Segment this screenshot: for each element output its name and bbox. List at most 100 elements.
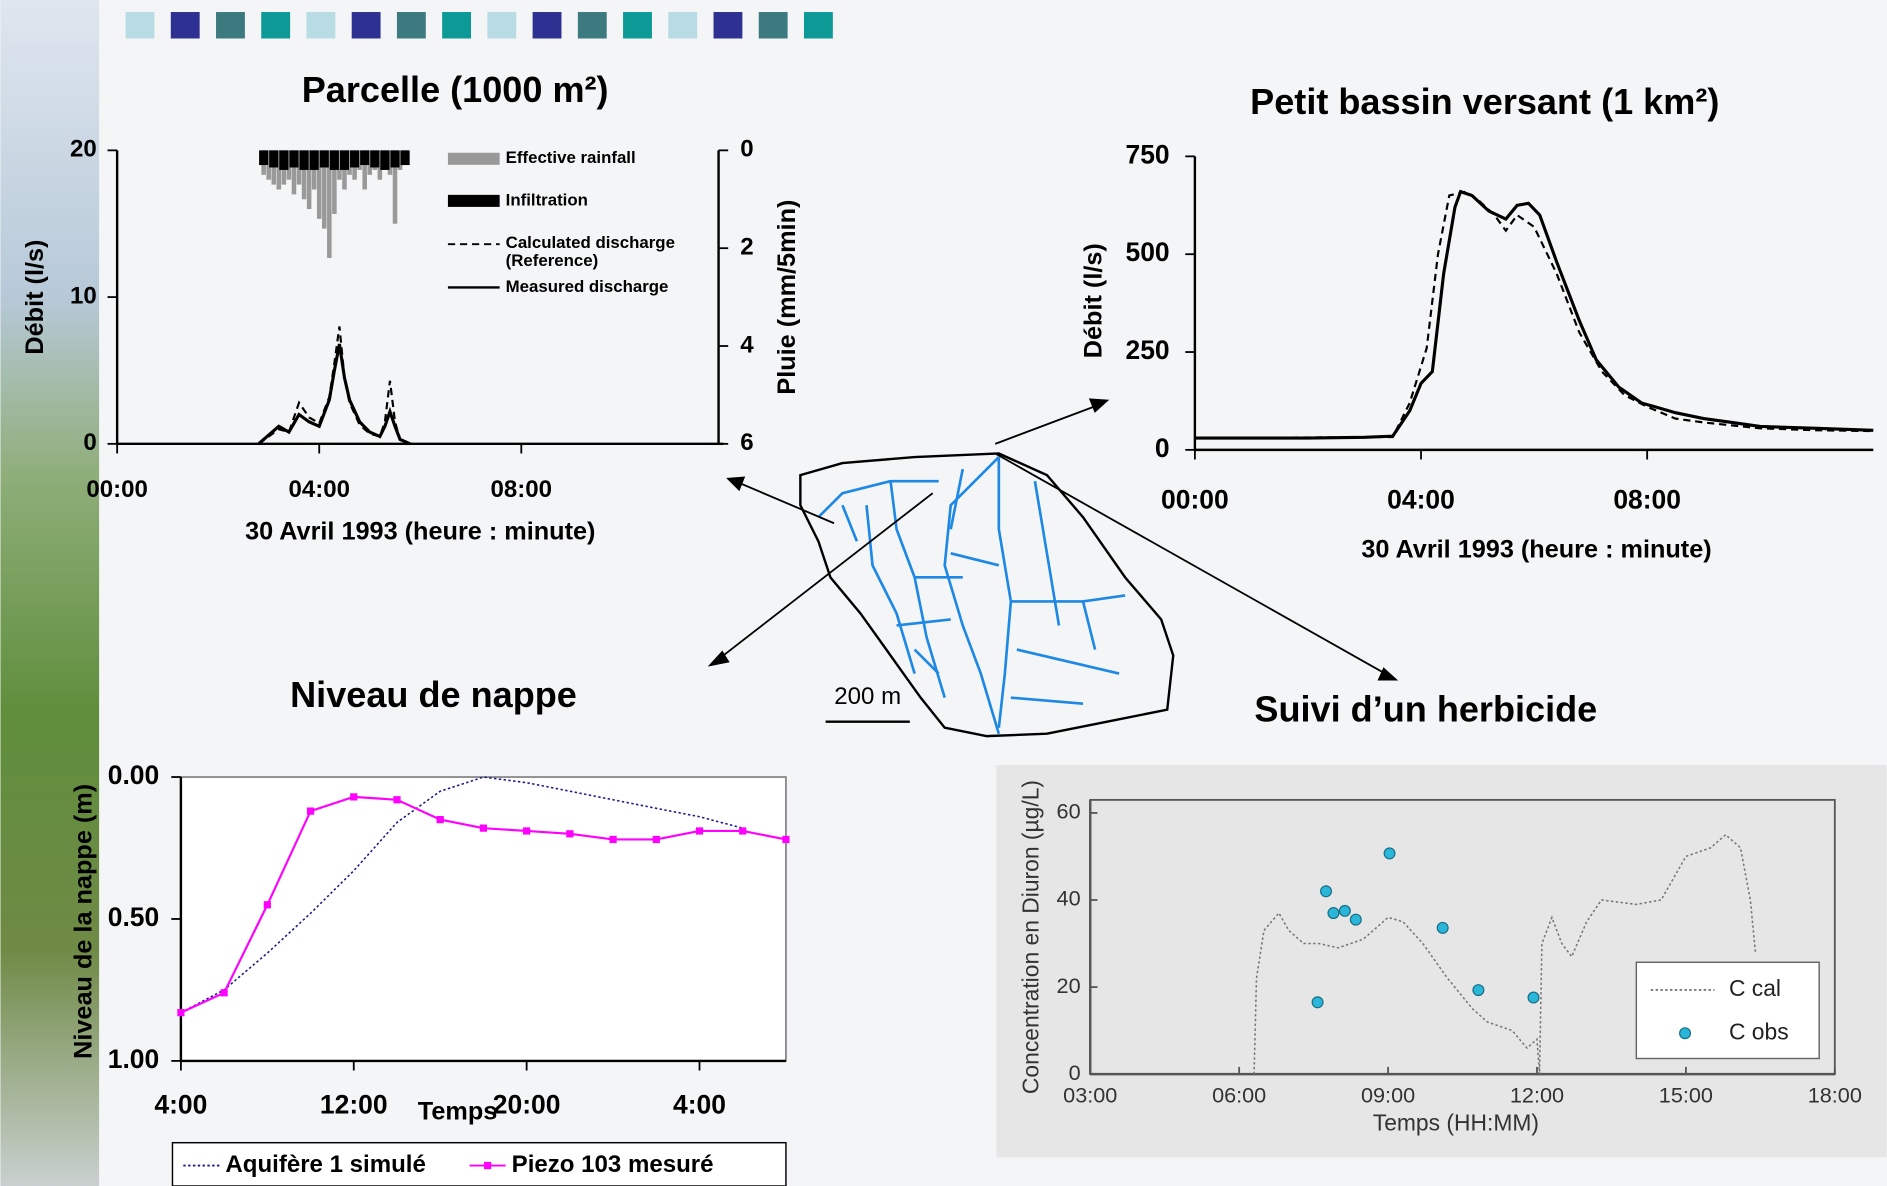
marker <box>523 827 530 834</box>
legend-label: Measured discharge <box>506 277 669 296</box>
x-tick-label: 12:00 <box>1510 1083 1564 1108</box>
chart-title: Petit bassin versant (1 km²) <box>1250 81 1719 122</box>
y2-axis-label: Pluie (mm/5min) <box>773 200 801 395</box>
x-axis-label: 30 Avril 1993 (heure : minute) <box>1361 536 1711 564</box>
y-tick-label: 10 <box>70 282 97 309</box>
panel <box>996 765 1886 1157</box>
plot-frame <box>181 777 786 1061</box>
y-axis-label: Concentration en Diuron (µg/L) <box>1018 780 1044 1094</box>
marker <box>566 830 573 837</box>
marker <box>437 816 444 823</box>
point <box>1473 985 1484 996</box>
y-axis-label: Débit (l/s) <box>21 240 49 355</box>
bar <box>310 150 319 170</box>
legend-label: C cal <box>1729 975 1781 1001</box>
y-tick-label: 1.00 <box>108 1044 160 1074</box>
point <box>1528 992 1539 1003</box>
bar <box>380 150 389 170</box>
legend-swatch <box>1680 1028 1691 1039</box>
bar <box>330 150 339 170</box>
x-tick-label: 04:00 <box>1387 485 1455 515</box>
slide: 200 m Parcelle (1000 m²)30 Avril 1993 (h… <box>0 0 1887 1186</box>
x-tick-label: 04:00 <box>288 476 350 503</box>
point <box>1350 914 1361 925</box>
square <box>397 12 426 38</box>
square <box>352 12 381 38</box>
square <box>126 12 155 38</box>
y-axis-label: Débit (l/s) <box>1080 243 1108 358</box>
x-axis-label: 30 Avril 1993 (heure : minute) <box>245 518 595 546</box>
square <box>306 12 335 38</box>
marker <box>307 807 314 814</box>
x-tick-label: 03:00 <box>1063 1083 1117 1108</box>
square <box>171 12 200 38</box>
y-tick-label: 750 <box>1125 139 1169 169</box>
x-tick-label: 15:00 <box>1659 1083 1713 1108</box>
bar <box>259 150 268 165</box>
x-tick-label: 08:00 <box>1613 485 1681 515</box>
y-tick-label: 0 <box>83 429 96 456</box>
marker <box>177 1009 184 1016</box>
chart-title: Niveau de nappe <box>290 674 577 715</box>
square <box>442 12 471 38</box>
x-tick-label: 4:00 <box>154 1090 207 1120</box>
legend-label: Infiltration <box>506 190 588 209</box>
point <box>1321 886 1332 897</box>
x-tick-label: 00:00 <box>1161 485 1229 515</box>
bar <box>370 150 379 167</box>
legend-label: Effective rainfall <box>506 148 636 167</box>
y2-tick-label: 2 <box>740 234 753 261</box>
point <box>1384 848 1395 859</box>
chart-title: Parcelle (1000 m²) <box>302 69 609 110</box>
x-tick-label: 4:00 <box>673 1090 726 1120</box>
y-axis-label: Niveau de la nappe (m) <box>69 784 97 1059</box>
marker <box>653 836 660 843</box>
y-tick-label: 60 <box>1057 799 1081 824</box>
marker <box>350 793 357 800</box>
x-tick-label: 00:00 <box>86 476 148 503</box>
y2-tick-label: 0 <box>740 136 753 163</box>
y-tick-label: 250 <box>1125 335 1169 365</box>
square <box>216 12 245 38</box>
marker <box>480 825 487 832</box>
x-tick-label: 08:00 <box>491 476 553 503</box>
x-axis-label: Temps (HH:MM) <box>1373 1110 1539 1136</box>
y-tick-label: 20 <box>1057 973 1081 998</box>
marker <box>609 836 616 843</box>
bar <box>401 150 410 165</box>
square <box>804 12 833 38</box>
square <box>578 12 607 38</box>
y-tick-label: 40 <box>1057 886 1081 911</box>
y-tick-label: 20 <box>70 136 97 163</box>
legend-box <box>1636 962 1819 1058</box>
square <box>759 12 788 38</box>
bar <box>269 150 278 167</box>
point <box>1339 905 1350 916</box>
bar <box>360 150 369 165</box>
bar <box>320 150 329 167</box>
x-tick-label: 20:00 <box>493 1090 561 1120</box>
x-tick-label: 06:00 <box>1212 1083 1266 1108</box>
y-tick-label: 0.50 <box>108 902 160 932</box>
square <box>623 12 652 38</box>
x-tick-label: 09:00 <box>1361 1083 1415 1108</box>
marker <box>264 901 271 908</box>
legend-swatch <box>448 195 500 207</box>
marker <box>696 827 703 834</box>
y2-tick-label: 4 <box>740 331 754 358</box>
marker <box>739 827 746 834</box>
y-tick-label: 0 <box>1069 1060 1081 1085</box>
bar <box>350 150 359 167</box>
point <box>1328 908 1339 919</box>
legend-swatch <box>448 153 500 165</box>
y-tick-label: 0.00 <box>108 760 160 790</box>
bar <box>279 150 288 170</box>
legend-label: C obs <box>1729 1018 1789 1044</box>
square <box>533 12 562 38</box>
legend-swatch <box>484 1162 491 1169</box>
chart-title: Suivi d’un herbicide <box>1254 689 1597 730</box>
x-tick-label: 18:00 <box>1808 1083 1862 1108</box>
legend-label: Aquifère 1 simulé <box>225 1151 425 1178</box>
marker <box>393 796 400 803</box>
square <box>487 12 516 38</box>
